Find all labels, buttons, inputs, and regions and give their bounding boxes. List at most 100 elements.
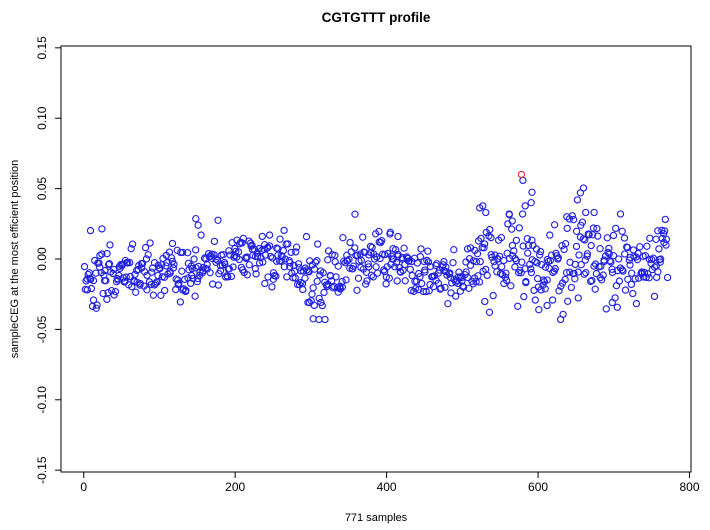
data-point [446,274,455,282]
data-point [311,258,320,266]
data-point [543,255,551,264]
data-point [554,254,563,262]
data-point [582,269,590,277]
data-point [527,268,536,277]
data-point [287,248,295,257]
data-point [336,285,345,293]
data-point [93,301,101,309]
data-point [609,231,618,240]
data-point [266,252,275,261]
data-point [416,252,424,261]
data-point [110,291,118,299]
data-point [385,274,393,282]
data-point [299,285,307,294]
data-point [225,265,233,273]
data-point [586,277,595,286]
data-point [481,297,489,306]
x-tick-label: 0 [80,480,87,494]
highlight-point [517,170,526,179]
data-point [607,258,615,266]
y-tick-label: 0.15 [35,36,49,60]
data-point [280,263,289,271]
data-point [351,244,359,252]
data-point [561,240,570,248]
data-point [411,284,420,293]
data-point [154,271,162,280]
data-point [319,269,327,277]
data-point [524,241,533,250]
data-point [519,242,527,250]
data-point [214,216,222,224]
data-point [527,265,535,273]
data-point [255,244,263,253]
data-point [444,300,452,308]
data-point [99,289,107,298]
data-point [314,240,322,248]
data-point [416,273,424,281]
data-point [564,297,572,305]
data-point [210,237,219,246]
data-point [313,277,321,285]
data-point [571,260,579,269]
data-point [252,270,260,278]
data-point [497,234,506,242]
data-point [623,243,632,252]
data-point [128,240,137,248]
data-point [98,225,106,233]
data-point [302,232,311,241]
data-point [194,221,202,229]
data-point [373,269,382,277]
y-tick-label: -0.10 [35,386,49,414]
data-point [546,256,555,265]
data-point [301,274,309,282]
data-point [286,263,294,271]
data-point [92,269,100,277]
data-point [103,295,111,304]
data-point [476,257,484,266]
data-point [522,277,530,286]
data-point [449,259,457,267]
data-point [485,308,494,316]
data-point [543,301,551,310]
data-point [308,290,316,298]
data-point [342,276,350,284]
x-axis-label: 771 samples [345,512,408,524]
data-point [550,221,559,229]
data-point [652,235,660,243]
data-point [581,236,589,244]
data-point [131,270,139,279]
data-point [223,272,231,280]
data-point [465,255,474,263]
data-point [644,270,652,278]
data-point [80,262,89,271]
data-point [151,280,160,288]
data-point [141,243,150,252]
data-point [156,265,164,273]
data-point [487,233,495,242]
data-point [273,244,281,252]
data-point [163,259,171,267]
data-point [541,285,549,293]
data-point [83,286,91,294]
data-point [394,232,402,241]
data-point [648,255,656,264]
data-point [243,271,251,279]
data-point [200,254,209,262]
data-point [157,291,165,299]
chart-title: CGTGTTT profile [322,10,431,25]
data-point [563,224,571,233]
data-point [345,255,353,264]
data-point [168,239,177,248]
data-point [132,288,140,296]
data-point [224,273,232,281]
data-point [583,250,592,258]
data-point [593,224,601,233]
data-point [604,248,612,257]
y-tick-label: -0.15 [35,456,49,484]
data-point [480,240,489,248]
data-point [583,252,591,260]
data-point [178,267,186,275]
data-point [354,274,363,282]
